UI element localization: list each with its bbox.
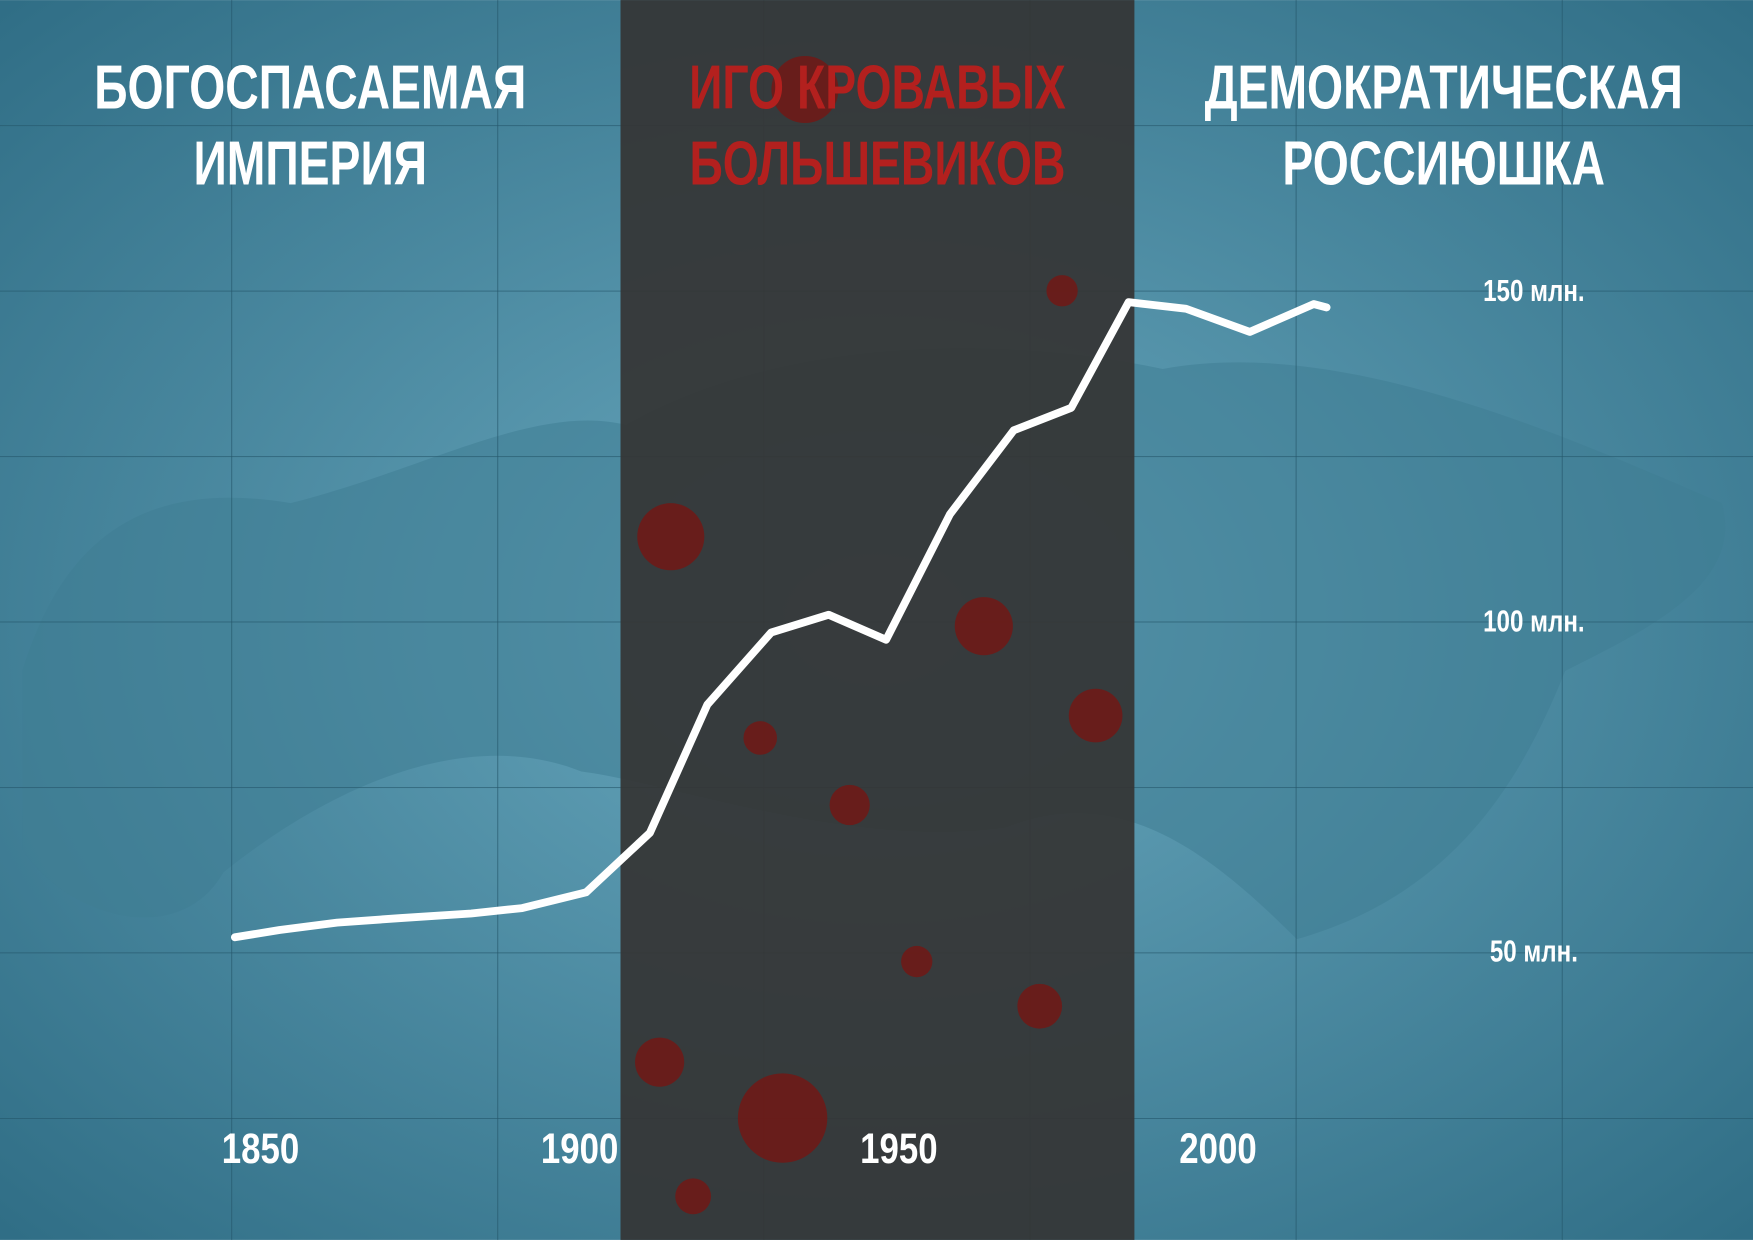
x-tick-label: 2000 bbox=[1179, 1126, 1256, 1173]
population-line bbox=[230, 298, 1331, 942]
x-tick-label: 1850 bbox=[222, 1126, 299, 1173]
period-title: ДЕМОКРАТИЧЕСКАЯ bbox=[1205, 51, 1683, 121]
x-tick: 1850 bbox=[222, 1126, 299, 1173]
period-band bbox=[620, 0, 1135, 1240]
period-title-line: РОССИЮШКА bbox=[1282, 127, 1605, 197]
y-tick-label: 150 млн. bbox=[1483, 273, 1584, 307]
period-title: БОЛЬШЕВИКОВ bbox=[690, 127, 1066, 197]
y-tick-label: 50 млн. bbox=[1490, 934, 1578, 968]
x-tick: 1900 bbox=[541, 1126, 618, 1173]
period-title: БОГОСПАСАЕМАЯ bbox=[94, 51, 526, 121]
period-title: РОССИЮШКА bbox=[1282, 127, 1605, 197]
decor-blot bbox=[1068, 688, 1123, 743]
decor-blot bbox=[954, 597, 1013, 656]
y-tick-label: 100 млн. bbox=[1483, 604, 1584, 638]
decor-blot bbox=[743, 721, 777, 755]
y-tick: 150 млн. bbox=[1483, 273, 1584, 307]
decor-blot bbox=[635, 1037, 685, 1087]
decor-blot bbox=[675, 1178, 712, 1215]
x-tick: 2000 bbox=[1179, 1126, 1256, 1173]
period-title-line: ИГО КРОВАВЫХ bbox=[689, 51, 1066, 121]
decor-blot bbox=[1017, 983, 1063, 1029]
decor-blot bbox=[637, 503, 705, 571]
period-title: ИГО КРОВАВЫХ bbox=[689, 51, 1066, 121]
period-title: ИМПЕРИЯ bbox=[193, 127, 427, 197]
x-tick: 1950 bbox=[860, 1126, 937, 1173]
x-tick-label: 1950 bbox=[860, 1126, 937, 1173]
period-title-line: БОГОСПАСАЕМАЯ bbox=[94, 51, 526, 121]
decor-blot bbox=[737, 1073, 828, 1163]
period-title-line: ДЕМОКРАТИЧЕСКАЯ bbox=[1205, 51, 1683, 121]
period-title-line: ИМПЕРИЯ bbox=[193, 127, 427, 197]
period-title-line: БОЛЬШЕВИКОВ bbox=[690, 127, 1066, 197]
decor-blot bbox=[1046, 275, 1078, 307]
x-tick-label: 1900 bbox=[541, 1126, 618, 1173]
decor-blot bbox=[901, 945, 933, 978]
decor-blot bbox=[771, 55, 839, 124]
y-tick: 50 млн. bbox=[1490, 934, 1578, 968]
y-tick: 100 млн. bbox=[1483, 604, 1584, 638]
decor-blot bbox=[829, 784, 870, 826]
